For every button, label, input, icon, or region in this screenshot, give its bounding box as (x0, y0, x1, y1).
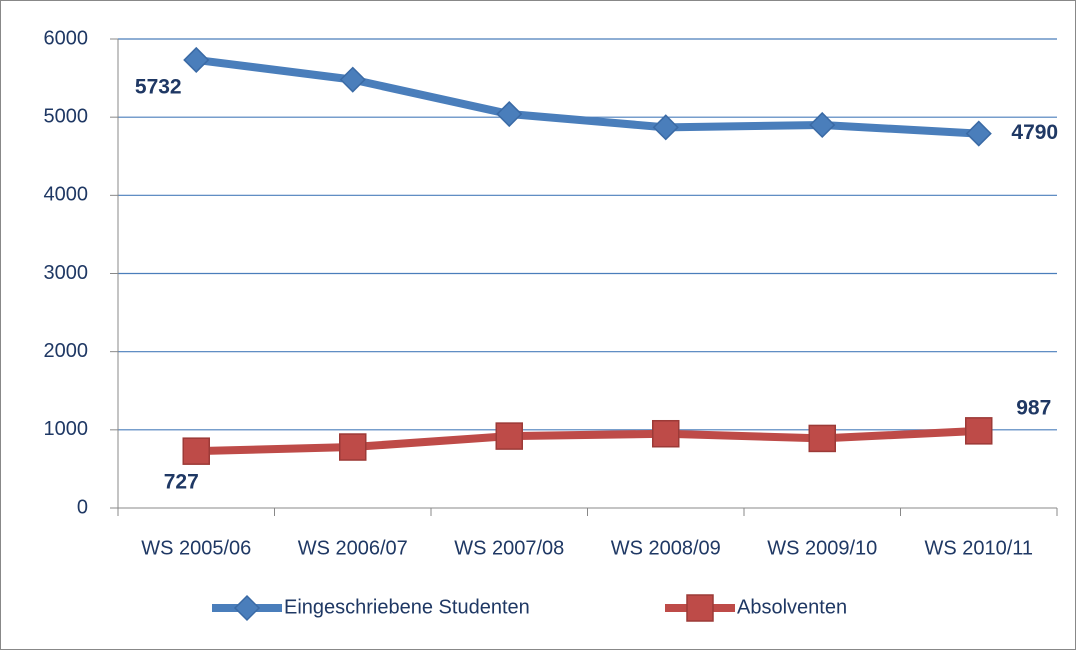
marker (652, 114, 679, 141)
data-label: 5732 (135, 75, 182, 98)
marker (686, 594, 714, 622)
y-tick-label: 0 (77, 496, 88, 518)
marker (339, 66, 366, 93)
marker (233, 594, 261, 622)
marker (809, 111, 836, 139)
y-tick-label: 5000 (44, 105, 89, 127)
marker (183, 46, 210, 74)
marker (495, 422, 523, 450)
series-line (195, 55, 979, 138)
data-label: 727 (164, 471, 199, 494)
marker (652, 419, 680, 448)
x-tick-label: WS 2009/10 (767, 537, 877, 559)
x-tick-label: WS 2008/09 (611, 537, 721, 559)
x-tick-label: WS 2007/08 (454, 537, 564, 559)
y-tick-label: 3000 (44, 262, 89, 284)
marker (182, 437, 210, 465)
x-tick-label: WS 2010/11 (924, 537, 1033, 559)
marker (496, 100, 523, 128)
x-tick-label: WS 2006/07 (298, 537, 408, 559)
marker (965, 417, 993, 445)
legend-label: Eingeschriebene Studenten (284, 596, 530, 618)
legend-label: Absolventen (737, 596, 847, 618)
y-tick-label: 6000 (44, 27, 89, 49)
y-tick-label: 4000 (44, 184, 89, 206)
data-label: 987 (1016, 396, 1051, 419)
marker (339, 433, 367, 461)
y-tick-label: 2000 (44, 340, 89, 362)
series-line (196, 426, 979, 456)
marker (965, 120, 992, 147)
x-tick-label: WS 2005/06 (141, 537, 251, 559)
marker (808, 424, 836, 453)
data-label: 4790 (1011, 121, 1058, 144)
y-tick-label: 1000 (44, 418, 89, 440)
